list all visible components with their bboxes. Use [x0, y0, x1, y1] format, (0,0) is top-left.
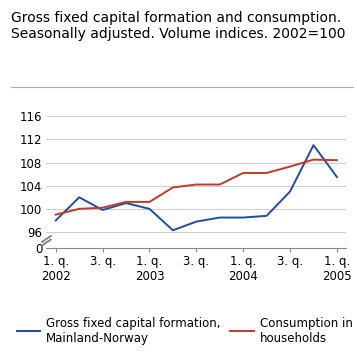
- Legend: Gross fixed capital formation,
Mainland-Norway, Consumption in
households: Gross fixed capital formation, Mainland-…: [17, 316, 352, 344]
- Text: Gross fixed capital formation and consumption.
Seasonally adjusted. Volume indic: Gross fixed capital formation and consum…: [11, 11, 345, 41]
